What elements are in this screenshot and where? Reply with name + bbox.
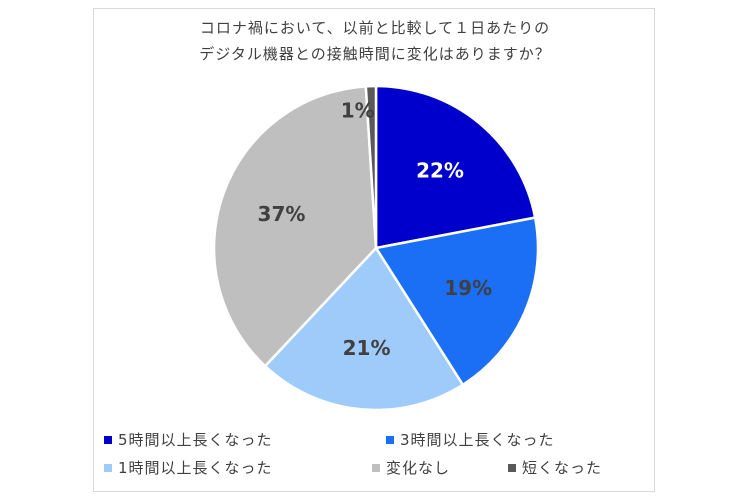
pie-label-5h: 22% — [416, 159, 464, 183]
pie-slice-3h — [374, 216, 540, 387]
pie-slice-no-change — [212, 85, 378, 368]
legend-label-5h: 5時間以上長くなった — [118, 431, 273, 449]
legend-label-no-change: 変化なし — [386, 459, 451, 477]
legend-label-shorter: 短くなった — [522, 459, 603, 477]
pie-label-no-change: 37% — [258, 202, 306, 226]
legend-swatch-no-change — [372, 464, 380, 472]
legend-label-3h: 3時間以上長くなった — [400, 431, 555, 449]
pie-label-shorter: 1% — [341, 98, 375, 122]
legend-swatch-5h — [104, 436, 112, 444]
legend-row-2: 1時間以上長くなった 変化なし 短くなった — [104, 458, 644, 478]
pie-slice-1h — [263, 246, 465, 412]
pie-slice-5h — [374, 84, 537, 250]
chart-title-line-1: コロナ禍において、以前と比較して１日あたりの — [199, 19, 551, 37]
legend-swatch-3h — [386, 436, 394, 444]
pie-slice-shorter — [364, 84, 378, 250]
pie-label-1h: 21% — [343, 336, 391, 360]
legend-row-1: 5時間以上長くなった 3時間以上長くなった — [104, 430, 644, 450]
legend-swatch-1h — [104, 464, 112, 472]
pie-label-3h: 19% — [444, 276, 492, 300]
legend-label-1h: 1時間以上長くなった — [118, 459, 273, 477]
chart-title-line-2: デジタル機器との接触時間に変化はありますか？ — [199, 45, 551, 63]
legend-swatch-shorter — [508, 464, 516, 472]
